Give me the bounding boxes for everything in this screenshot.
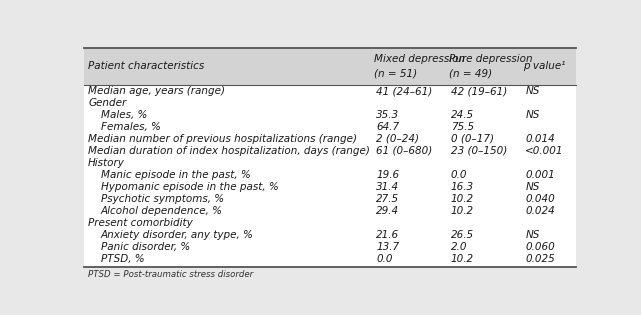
Text: 61 (0–680): 61 (0–680) — [376, 146, 433, 156]
Text: PTSD = Post-traumatic stress disorder: PTSD = Post-traumatic stress disorder — [88, 270, 253, 279]
Text: 0 (0–17): 0 (0–17) — [451, 134, 494, 144]
Text: (n = 49): (n = 49) — [449, 69, 492, 78]
Text: 0.040: 0.040 — [525, 194, 555, 204]
Text: NS: NS — [525, 86, 540, 96]
Text: Present comorbidity: Present comorbidity — [88, 218, 193, 228]
Text: 0.0: 0.0 — [376, 254, 393, 264]
Text: 10.2: 10.2 — [451, 206, 474, 216]
FancyBboxPatch shape — [84, 48, 576, 85]
Text: 21.6: 21.6 — [376, 230, 399, 240]
Text: <0.001: <0.001 — [525, 146, 563, 156]
Text: Median duration of index hospitalization, days (range): Median duration of index hospitalization… — [88, 146, 370, 156]
Text: 27.5: 27.5 — [376, 194, 399, 204]
Text: Manic episode in the past, %: Manic episode in the past, % — [101, 170, 251, 180]
Text: 75.5: 75.5 — [451, 122, 474, 132]
Text: History: History — [88, 158, 125, 168]
Text: 16.3: 16.3 — [451, 182, 474, 192]
Text: 0.014: 0.014 — [525, 134, 555, 144]
Text: 29.4: 29.4 — [376, 206, 399, 216]
Text: 64.7: 64.7 — [376, 122, 399, 132]
Text: Psychotic symptoms, %: Psychotic symptoms, % — [101, 194, 224, 204]
Text: 0.0: 0.0 — [451, 170, 467, 180]
Text: Median age, years (range): Median age, years (range) — [88, 86, 225, 96]
Text: 10.2: 10.2 — [451, 254, 474, 264]
Text: NS: NS — [525, 110, 540, 120]
Text: 35.3: 35.3 — [376, 110, 399, 120]
Text: Gender: Gender — [88, 98, 126, 108]
Text: 0.025: 0.025 — [525, 254, 555, 264]
Text: 10.2: 10.2 — [451, 194, 474, 204]
Text: 26.5: 26.5 — [451, 230, 474, 240]
Text: 0.060: 0.060 — [525, 242, 555, 252]
Text: Alcohol dependence, %: Alcohol dependence, % — [101, 206, 223, 216]
Text: Anxiety disorder, any type, %: Anxiety disorder, any type, % — [101, 230, 254, 240]
Text: 24.5: 24.5 — [451, 110, 474, 120]
Text: Hypomanic episode in the past, %: Hypomanic episode in the past, % — [101, 182, 279, 192]
Text: 2.0: 2.0 — [451, 242, 467, 252]
Text: NS: NS — [525, 230, 540, 240]
Text: Panic disorder, %: Panic disorder, % — [101, 242, 190, 252]
Text: 13.7: 13.7 — [376, 242, 399, 252]
FancyBboxPatch shape — [84, 85, 576, 267]
Text: 41 (24–61): 41 (24–61) — [376, 86, 433, 96]
Text: Median number of previous hospitalizations (range): Median number of previous hospitalizatio… — [88, 134, 357, 144]
Text: PTSD, %: PTSD, % — [101, 254, 145, 264]
Text: 23 (0–150): 23 (0–150) — [451, 146, 507, 156]
Text: 0.024: 0.024 — [525, 206, 555, 216]
Text: (n = 51): (n = 51) — [374, 69, 417, 78]
Text: 19.6: 19.6 — [376, 170, 399, 180]
Text: 42 (19–61): 42 (19–61) — [451, 86, 507, 96]
Text: Patient characteristics: Patient characteristics — [88, 61, 204, 71]
Text: 31.4: 31.4 — [376, 182, 399, 192]
Text: Mixed depression: Mixed depression — [374, 54, 465, 64]
Text: Males, %: Males, % — [101, 110, 147, 120]
Text: NS: NS — [525, 182, 540, 192]
Text: 0.001: 0.001 — [525, 170, 555, 180]
Text: Pure depression: Pure depression — [449, 54, 533, 64]
Text: 2 (0–24): 2 (0–24) — [376, 134, 419, 144]
Text: Females, %: Females, % — [101, 122, 161, 132]
Text: p value¹: p value¹ — [523, 61, 565, 71]
